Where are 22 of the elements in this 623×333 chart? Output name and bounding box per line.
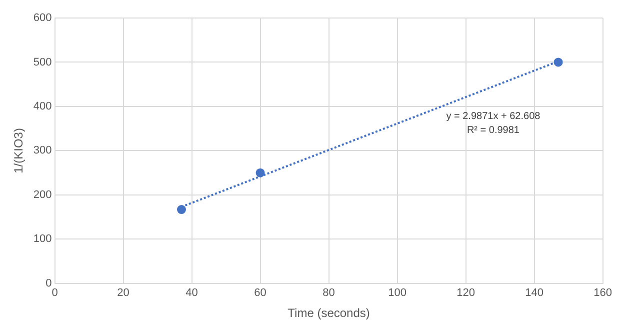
y-tick-label: 400	[33, 100, 52, 112]
y-axis-title: 1/(KIO3)	[12, 128, 26, 174]
x-tick-label: 20	[117, 287, 130, 300]
x-tick-label: 140	[525, 287, 544, 300]
x-tick-label: 160	[594, 287, 612, 300]
x-tick-label: 120	[456, 287, 475, 300]
point	[554, 58, 563, 67]
y-tick-label: 300	[33, 144, 52, 157]
y-tick-label: 200	[33, 188, 52, 201]
y-tick-label: 0	[46, 277, 52, 290]
x-tick-label: 40	[186, 287, 198, 300]
y-tick-label: 500	[33, 56, 52, 68]
point	[256, 168, 265, 178]
annotation: R² = 0.9981	[466, 124, 520, 136]
x-tick-label: 80	[322, 287, 335, 300]
point	[176, 205, 186, 214]
x-tick-label: 60	[254, 287, 266, 300]
y-tick-label: 600	[33, 12, 52, 24]
x-tick-label: 100	[388, 287, 406, 300]
x-axis-title: Time (seconds)	[288, 306, 370, 320]
y-tick-label: 100	[33, 233, 52, 246]
annotation: y = 2.9871x + 62.608	[446, 110, 541, 122]
